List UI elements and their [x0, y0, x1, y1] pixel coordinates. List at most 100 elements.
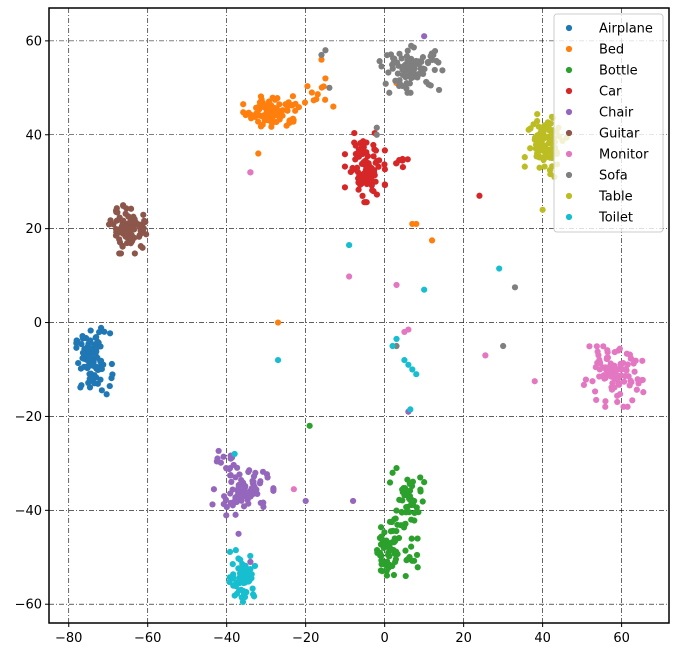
data-point: [589, 378, 596, 385]
data-point: [419, 54, 427, 61]
data-point: [605, 364, 612, 371]
data-point: [548, 138, 555, 146]
data-point: [417, 70, 424, 77]
data-point: [425, 81, 432, 88]
data-point: [259, 468, 267, 475]
data-point: [622, 372, 629, 380]
data-point: [126, 225, 133, 232]
data-point: [427, 53, 434, 60]
data-point: [536, 164, 543, 171]
data-point: [603, 370, 611, 378]
data-point: [131, 250, 138, 257]
data-point: [232, 474, 239, 481]
data-point: [521, 163, 528, 170]
data-point: [235, 485, 242, 492]
data-point: [531, 378, 538, 385]
data-point: [365, 160, 372, 167]
data-point: [409, 74, 416, 81]
axis-ticks: −80 −60 −40 −20 0 20 40 60 −60 −40 −20 0 20 40 60: [15, 34, 630, 646]
data-point: [230, 582, 237, 589]
series-airplane: [73, 324, 116, 398]
series-chair: [209, 33, 428, 570]
data-point: [349, 166, 356, 174]
data-point: [378, 63, 385, 70]
series-toilet: [226, 241, 503, 606]
series-monitor: [247, 169, 647, 493]
data-point: [395, 62, 402, 69]
y-tick-label: 0: [34, 316, 42, 331]
data-point: [357, 140, 364, 147]
data-point: [622, 365, 630, 373]
data-point: [496, 265, 503, 272]
data-point: [406, 487, 414, 494]
data-point: [381, 147, 388, 154]
data-point: [107, 217, 114, 224]
data-point: [393, 160, 400, 167]
data-point: [79, 355, 86, 362]
legend-marker: [565, 45, 573, 53]
series-bed: [240, 56, 436, 326]
data-point: [413, 57, 420, 65]
data-point: [364, 152, 371, 160]
data-point: [399, 497, 406, 504]
data-point: [389, 469, 396, 476]
data-point: [386, 561, 394, 569]
data-point: [209, 501, 216, 508]
data-point: [582, 376, 590, 383]
data-point: [112, 225, 120, 233]
data-point: [639, 357, 646, 364]
data-point: [257, 123, 265, 130]
data-point: [627, 377, 634, 384]
data-point: [117, 250, 125, 257]
data-point: [414, 535, 421, 542]
data-point: [603, 354, 610, 361]
data-point: [408, 535, 415, 542]
data-point: [89, 362, 96, 369]
data-point: [614, 398, 621, 406]
data-point: [103, 391, 110, 398]
data-point: [235, 530, 242, 537]
data-point: [129, 236, 136, 243]
data-point: [235, 555, 242, 562]
data-point: [629, 397, 636, 404]
data-point: [255, 118, 262, 125]
data-point: [118, 223, 126, 230]
data-point: [228, 478, 235, 485]
data-point: [241, 564, 248, 571]
data-point: [90, 373, 97, 380]
data-point: [330, 103, 337, 110]
data-point: [372, 159, 379, 166]
data-point: [593, 396, 600, 404]
data-point: [137, 243, 144, 250]
data-point: [594, 348, 601, 355]
data-point: [240, 587, 247, 595]
data-point: [116, 239, 124, 246]
data-point: [322, 47, 329, 54]
data-point: [249, 477, 256, 485]
data-point: [613, 366, 620, 373]
data-point: [229, 561, 236, 568]
data-point: [226, 548, 234, 556]
data-point: [428, 237, 436, 244]
x-tick-label: −20: [292, 631, 319, 646]
data-point: [314, 91, 321, 98]
data-point: [120, 202, 127, 209]
data-point: [530, 121, 537, 128]
y-tick-label: 20: [25, 222, 42, 237]
data-point: [97, 343, 104, 350]
data-point: [301, 99, 309, 106]
data-point: [93, 333, 100, 341]
data-point: [318, 84, 325, 91]
data-point: [247, 169, 254, 176]
data-point: [304, 83, 311, 90]
data-point: [387, 51, 395, 58]
legend-label: Airplane: [599, 22, 653, 37]
data-point: [249, 585, 256, 592]
data-point: [376, 534, 384, 542]
data-point: [405, 361, 412, 368]
data-point: [586, 343, 593, 350]
legend-marker: [565, 108, 573, 116]
data-point: [230, 574, 237, 582]
data-point: [414, 564, 421, 571]
data-point: [373, 124, 380, 131]
